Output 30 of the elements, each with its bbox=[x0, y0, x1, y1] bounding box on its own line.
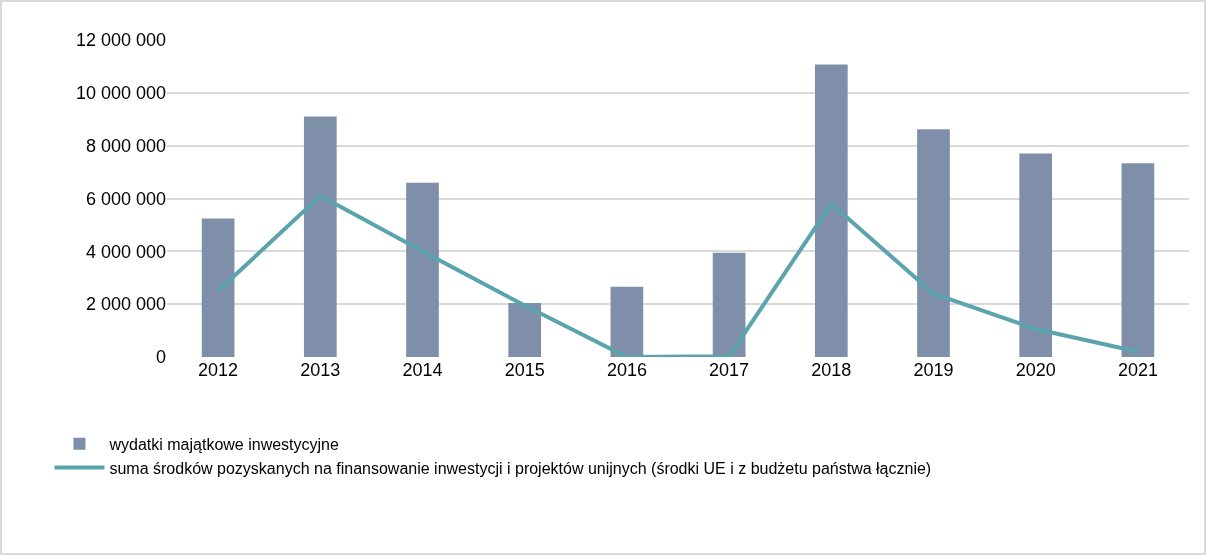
y-tick-label: 2 000 000 bbox=[85, 294, 166, 315]
y-tick-label: 6 000 000 bbox=[85, 188, 166, 209]
bar bbox=[303, 116, 337, 357]
line-series bbox=[216, 193, 1140, 357]
bar bbox=[1019, 153, 1053, 357]
bar bbox=[201, 218, 235, 357]
x-tick-label: 2012 bbox=[198, 360, 239, 380]
legend-label: wydatki majątkowe inwestycyjne bbox=[108, 435, 339, 453]
x-tick-label: 2013 bbox=[300, 360, 341, 380]
x-tick-label: 2015 bbox=[504, 360, 545, 380]
bar bbox=[610, 286, 644, 357]
x-tick-label: 2019 bbox=[913, 360, 954, 380]
x-tick-label: 2016 bbox=[606, 360, 647, 380]
bar bbox=[917, 129, 950, 357]
x-tick-label: 2021 bbox=[1117, 360, 1158, 380]
bar bbox=[406, 182, 439, 357]
bar bbox=[814, 64, 848, 357]
y-tick-label: 0 bbox=[155, 347, 166, 368]
x-tick-label: 2014 bbox=[402, 360, 443, 380]
x-tick-label: 2017 bbox=[709, 360, 750, 380]
y-tick-label: 8 000 000 bbox=[85, 135, 166, 156]
bar bbox=[1121, 163, 1155, 357]
x-tick-label: 2020 bbox=[1015, 360, 1056, 380]
bar bbox=[712, 252, 746, 357]
y-tick-label: 10 000 000 bbox=[75, 83, 166, 104]
legend-label: suma środków pozyskanych na finansowanie inwestycji i projektów unijnych (środki UE i z budżetu państwa łącznie) bbox=[109, 459, 932, 477]
y-tick-label: 12 000 000 bbox=[75, 30, 166, 51]
bar bbox=[508, 303, 542, 357]
x-tick-label: 2018 bbox=[811, 360, 852, 380]
y-tick-label: 4 000 000 bbox=[85, 241, 166, 262]
